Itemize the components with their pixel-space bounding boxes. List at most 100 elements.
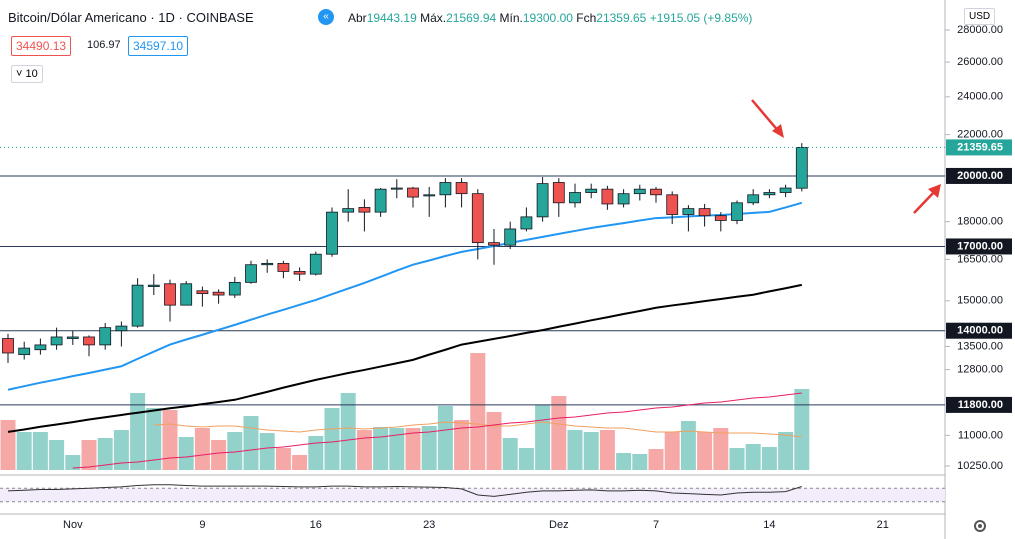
replay-button[interactable]: « bbox=[318, 9, 334, 25]
level-label-box bbox=[946, 167, 1012, 184]
volume-bar bbox=[486, 412, 502, 470]
candle-body bbox=[131, 284, 144, 327]
ohlc-legend: Abr19443.19 Máx.21569.94 Mín.19300.00 Fc… bbox=[348, 11, 752, 25]
open-label: Abr bbox=[348, 11, 367, 25]
volume-bar bbox=[194, 428, 210, 470]
x-tick-label: 21 bbox=[877, 519, 889, 531]
volume-bar bbox=[16, 432, 32, 470]
last-price-box bbox=[946, 139, 1012, 156]
volume-bar bbox=[65, 455, 81, 470]
y-tick-label: 16500.00 bbox=[957, 253, 1003, 265]
candle-body bbox=[83, 336, 95, 346]
arrow-head bbox=[928, 184, 941, 198]
volume-bar bbox=[794, 389, 810, 470]
candle-body bbox=[18, 347, 31, 356]
volume-bar bbox=[389, 428, 405, 470]
y-tick-label: 24000.00 bbox=[957, 91, 1003, 103]
osc-band bbox=[0, 488, 945, 502]
volume-bar bbox=[113, 430, 129, 470]
level-label: 11800.00 bbox=[958, 399, 1003, 411]
candle-body bbox=[471, 193, 484, 244]
volume-bar bbox=[356, 430, 372, 470]
volume-bar bbox=[340, 393, 356, 470]
x-tick-label: Nov bbox=[63, 519, 83, 531]
x-tick-label: 14 bbox=[763, 519, 775, 531]
volume-bar bbox=[373, 427, 389, 470]
volume-bar bbox=[421, 426, 437, 470]
buy-price[interactable]: 34597.10 bbox=[128, 36, 189, 56]
candle-body bbox=[326, 211, 338, 255]
candle-body bbox=[196, 290, 209, 295]
candle-body bbox=[245, 264, 257, 283]
x-tick-label: 9 bbox=[199, 519, 205, 531]
candle-body bbox=[795, 147, 808, 189]
level-label-box bbox=[946, 396, 1012, 413]
candle-body bbox=[147, 284, 160, 287]
currency[interactable]: USD bbox=[964, 8, 996, 25]
volume-bar bbox=[680, 421, 696, 470]
volume-bar bbox=[292, 455, 308, 470]
volume-bar bbox=[405, 428, 421, 470]
volume-bar bbox=[146, 408, 162, 470]
candle-body bbox=[552, 182, 565, 204]
volume-bar bbox=[32, 432, 48, 470]
gear[interactable] bbox=[974, 520, 986, 532]
candle-body bbox=[293, 271, 306, 275]
title: Bitcoin/Dólar Americano · 1D · COINBASE bbox=[8, 10, 254, 25]
volume-bar bbox=[259, 433, 275, 470]
high-value: 21569.94 bbox=[446, 11, 497, 25]
settings-icon[interactable] bbox=[974, 520, 986, 532]
candle-body bbox=[455, 182, 468, 195]
volume-bar bbox=[502, 438, 518, 470]
volume-bar bbox=[0, 420, 16, 470]
gear-center[interactable] bbox=[978, 524, 982, 528]
volume-bar bbox=[664, 432, 680, 470]
volume-bar bbox=[227, 432, 243, 470]
volume-bar bbox=[243, 416, 259, 470]
x-tick-label: 7 bbox=[653, 519, 659, 531]
y-tick-label: 13500.00 bbox=[957, 340, 1003, 352]
volume-bar bbox=[616, 453, 632, 470]
indicator-line bbox=[72, 392, 802, 469]
volume-bar bbox=[49, 440, 65, 470]
arrow bbox=[751, 99, 941, 214]
volume-bar bbox=[632, 454, 648, 470]
level-label-box bbox=[946, 238, 1012, 255]
candle-body bbox=[617, 193, 630, 205]
volume-bar bbox=[518, 448, 534, 470]
candle-body bbox=[309, 253, 322, 275]
indicator-line bbox=[7, 283, 803, 433]
arrow-head bbox=[772, 124, 784, 138]
candle-body bbox=[115, 325, 128, 332]
candle-body bbox=[731, 202, 743, 221]
sell-price[interactable]: 34490.13 bbox=[11, 36, 72, 56]
y-tick-label: 26000.00 bbox=[957, 56, 1003, 68]
volume-length[interactable]: ˅ 10 bbox=[11, 65, 43, 83]
volume-bar bbox=[178, 437, 194, 470]
candle-body bbox=[2, 338, 14, 354]
open-value: 19443.19 bbox=[366, 11, 417, 25]
candle-body bbox=[747, 194, 760, 204]
candle-body bbox=[504, 228, 517, 246]
candle-body bbox=[536, 183, 549, 218]
volume-bar bbox=[729, 448, 745, 470]
candle-body bbox=[180, 283, 193, 306]
candle-body bbox=[698, 208, 711, 217]
volume-bar bbox=[308, 436, 324, 470]
volume-bar bbox=[97, 438, 113, 470]
candle-body bbox=[164, 283, 176, 306]
close-label: Fch bbox=[576, 11, 597, 25]
candle-body bbox=[520, 216, 533, 230]
candle-body bbox=[714, 215, 727, 221]
spread: 106.97 bbox=[87, 39, 121, 51]
y-tick-label: 10250.00 bbox=[957, 460, 1003, 472]
candle-body bbox=[374, 188, 387, 213]
candle-body bbox=[682, 208, 695, 215]
candle-body bbox=[50, 336, 63, 346]
x-tick-label: 23 bbox=[423, 519, 435, 531]
volume-bar bbox=[583, 432, 599, 470]
y-tick-label: 12800.00 bbox=[957, 364, 1003, 376]
volume-bar bbox=[162, 410, 178, 470]
indicator-line bbox=[7, 201, 803, 391]
candle-body bbox=[423, 194, 436, 197]
